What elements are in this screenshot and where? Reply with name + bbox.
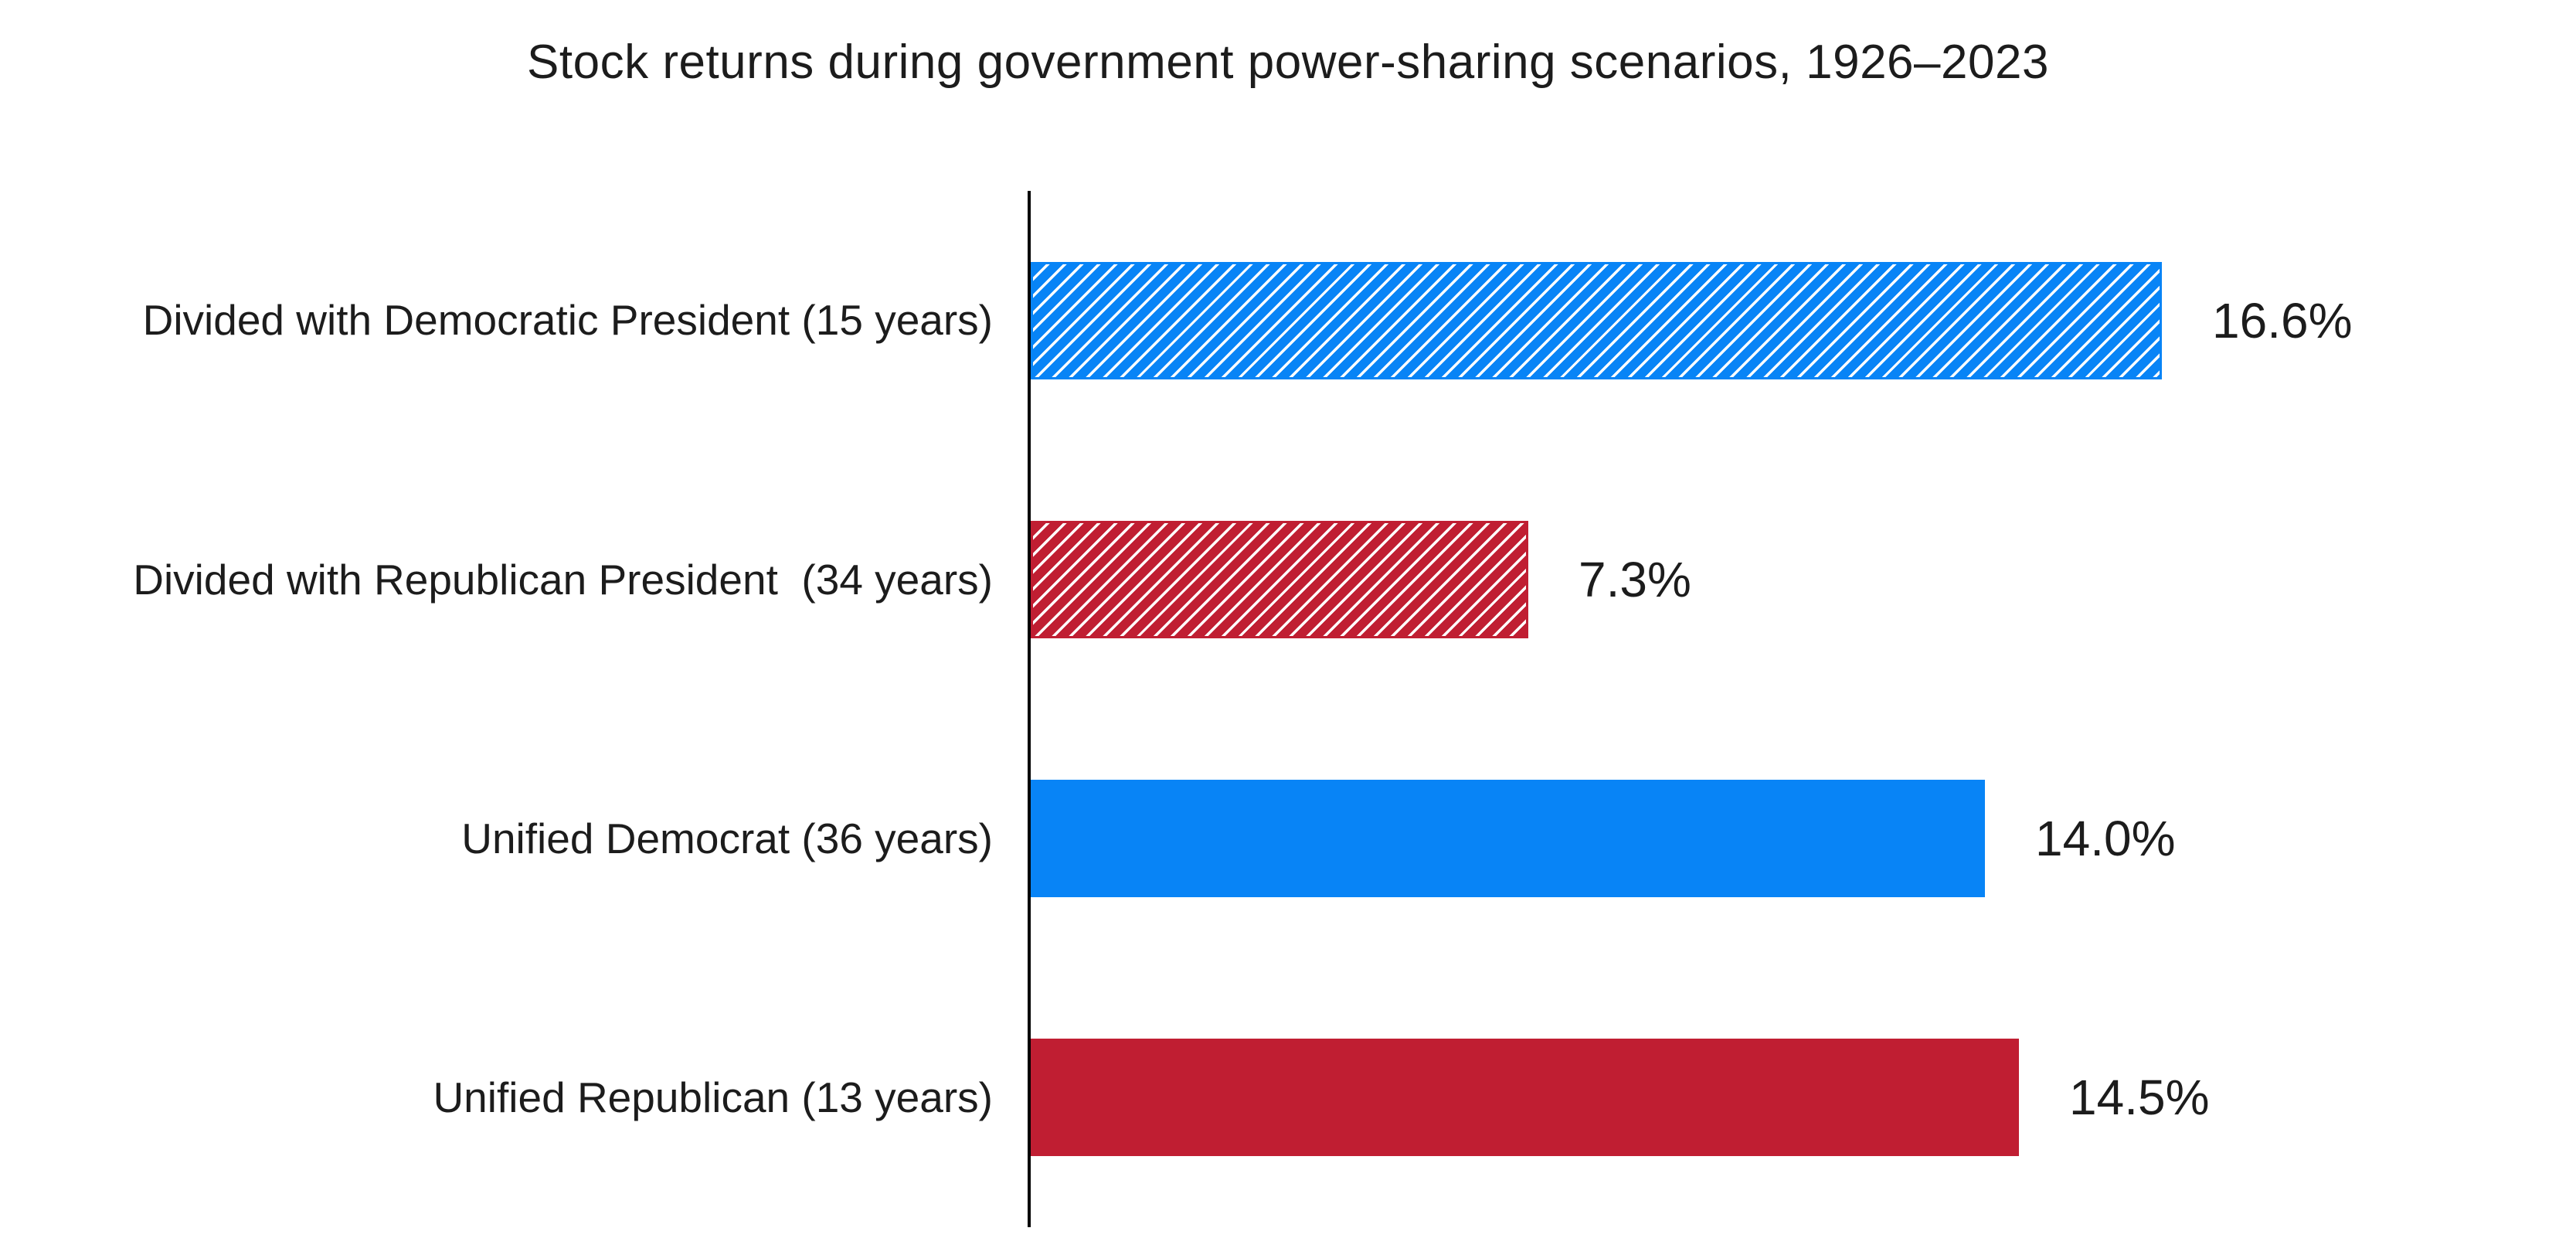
bar bbox=[1031, 1039, 2019, 1157]
bar-rows-container: Divided with Democratic President (15 ye… bbox=[0, 191, 2576, 1227]
bar bbox=[1031, 780, 1985, 898]
chart-title: Stock returns during government power-sh… bbox=[527, 36, 2049, 89]
bar-row-1: Divided with Democratic President (15 ye… bbox=[0, 191, 2576, 450]
value-label: 14.5% bbox=[2069, 1070, 2210, 1126]
category-label: Unified Democrat (36 years) bbox=[461, 814, 993, 862]
category-label: Divided with Democratic President (15 ye… bbox=[142, 296, 993, 345]
value-label: 7.3% bbox=[1579, 551, 1691, 607]
bar-row-2: Divided with Republican President (34 ye… bbox=[0, 450, 2576, 709]
value-label: 14.0% bbox=[2035, 811, 2176, 867]
bar-row-3: Unified Democrat (36 years) 14.0% bbox=[0, 709, 2576, 968]
y-axis-line bbox=[1028, 191, 1031, 1227]
bar bbox=[1031, 261, 2162, 379]
bar-row-4: Unified Republican (13 years) 14.5% bbox=[0, 968, 2576, 1227]
category-label: Divided with Republican President (34 ye… bbox=[133, 555, 993, 604]
value-label: 16.6% bbox=[2212, 292, 2353, 349]
bar bbox=[1031, 520, 1528, 638]
category-label: Unified Republican (13 years) bbox=[433, 1073, 993, 1122]
